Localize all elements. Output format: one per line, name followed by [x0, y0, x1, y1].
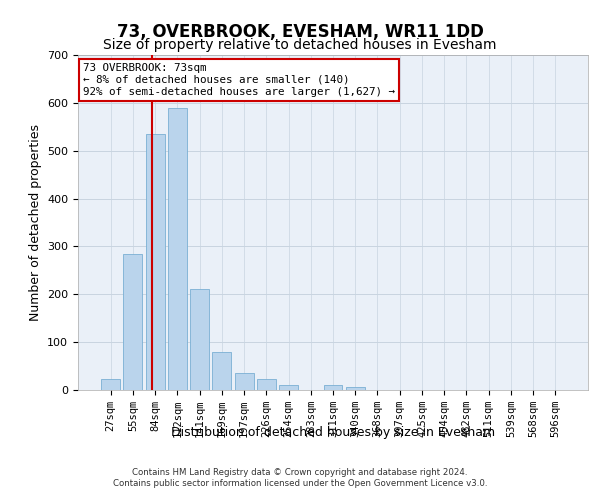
Bar — [235, 373, 254, 390]
Bar — [212, 352, 231, 390]
Bar — [346, 386, 365, 390]
Text: Contains HM Land Registry data © Crown copyright and database right 2024.
Contai: Contains HM Land Registry data © Crown c… — [113, 468, 487, 487]
Bar — [323, 385, 343, 390]
Y-axis label: Number of detached properties: Number of detached properties — [29, 124, 41, 321]
Text: Size of property relative to detached houses in Evesham: Size of property relative to detached ho… — [103, 38, 497, 52]
Bar — [124, 254, 142, 390]
Text: 73 OVERBROOK: 73sqm
← 8% of detached houses are smaller (140)
92% of semi-detach: 73 OVERBROOK: 73sqm ← 8% of detached hou… — [83, 64, 395, 96]
Bar — [168, 108, 187, 390]
Text: Distribution of detached houses by size in Evesham: Distribution of detached houses by size … — [171, 426, 495, 439]
Bar — [101, 380, 120, 390]
Bar — [146, 134, 164, 390]
Bar — [257, 379, 276, 390]
Bar — [190, 288, 209, 390]
Bar — [279, 385, 298, 390]
Text: 73, OVERBROOK, EVESHAM, WR11 1DD: 73, OVERBROOK, EVESHAM, WR11 1DD — [116, 22, 484, 40]
